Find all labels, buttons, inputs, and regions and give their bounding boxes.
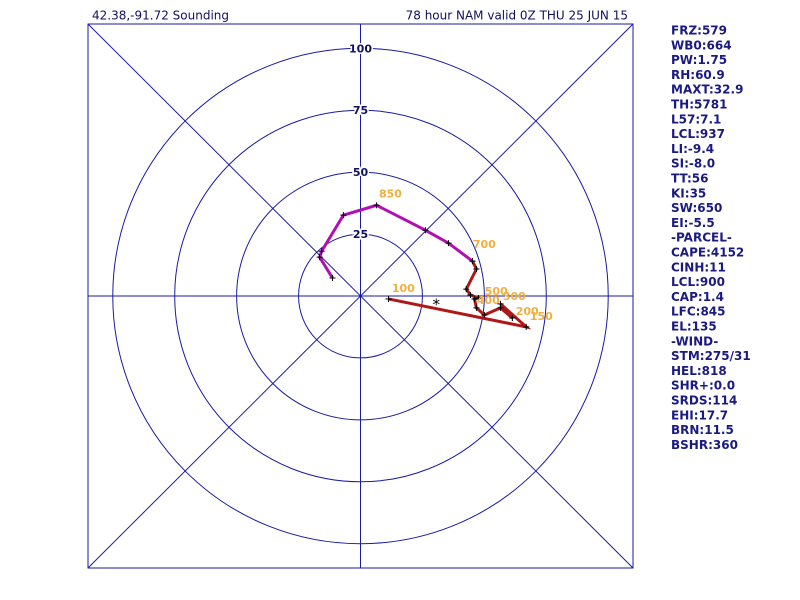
parameter-text: SW:650 — [671, 201, 722, 215]
ring-label: 100 — [349, 42, 372, 55]
diagonal-line — [87, 23, 634, 569]
ring-label: 100 — [349, 42, 372, 55]
parameter-text: TH:5781 — [671, 98, 727, 112]
level-marker — [373, 202, 380, 209]
level-marker — [385, 295, 392, 302]
level-marker — [473, 266, 480, 273]
pressure-label: 850 — [379, 187, 402, 200]
parameter-text: LI:-9.4 — [671, 142, 714, 156]
parameter-text: HEL:818 — [671, 364, 727, 378]
level-marker — [481, 312, 488, 319]
hodograph-line — [317, 203, 474, 279]
parameter-text: EI:-5.5 — [671, 216, 715, 230]
level-marker — [329, 274, 336, 281]
parameter-text: -WIND- — [671, 334, 718, 348]
chart-title: 42.38,-91.72 Sounding — [92, 9, 229, 23]
parameter-text: SI:-8.0 — [671, 157, 715, 171]
level-marker — [463, 286, 470, 293]
pressure-label: 500 — [485, 285, 508, 298]
level-marker — [316, 254, 323, 261]
storm-motion-marker: * — [433, 295, 441, 313]
parameter-text: CAPE:4152 — [671, 246, 744, 260]
ring-label: 25 — [353, 228, 368, 241]
parameter-text: MAXT:32.9 — [671, 83, 743, 97]
parameter-text: -PARCEL- — [671, 231, 732, 245]
level-marker — [467, 292, 474, 299]
range-ring — [236, 171, 485, 421]
ring-label: 25 — [353, 228, 368, 241]
range-ring — [112, 47, 609, 545]
parameter-text: EHI:17.7 — [671, 408, 728, 422]
parameter-text: L57:7.1 — [671, 112, 721, 126]
parameter-text: LFC:845 — [671, 305, 726, 319]
parameter-text: WB0:664 — [671, 38, 732, 52]
chart-subtitle: 78 hour NAM valid 0Z THU 25 JUN 15 — [406, 9, 628, 23]
parameter-text: SHR+:0.0 — [671, 379, 735, 393]
level-marker — [473, 304, 480, 311]
pressure-label: 300 — [503, 290, 526, 303]
parameter-text: BSHR:360 — [671, 438, 738, 452]
ring-label: 50 — [353, 166, 369, 179]
level-marker — [318, 248, 325, 255]
range-ring — [174, 109, 547, 483]
pressure-label: 700 — [473, 238, 496, 251]
level-marker — [471, 295, 478, 302]
parameter-text: SRDS:114 — [671, 394, 737, 408]
ring-label: 75 — [353, 104, 368, 117]
level-marker — [422, 227, 429, 234]
ring-label: 50 — [353, 166, 369, 179]
pressure-label: 100 — [392, 282, 415, 295]
range-ring — [298, 233, 423, 359]
parameter-text: KI:35 — [671, 186, 706, 200]
level-marker — [340, 212, 347, 219]
level-marker — [445, 240, 452, 247]
level-marker — [475, 294, 482, 301]
ring-label: 75 — [353, 104, 368, 117]
pressure-label: 150 — [530, 310, 553, 323]
parameter-text: PW:1.75 — [671, 53, 727, 67]
level-marker — [509, 315, 516, 322]
parameter-text: CAP:1.4 — [671, 290, 724, 304]
pressure-label: 400 — [477, 294, 500, 307]
parameter-text: FRZ:579 — [671, 24, 727, 38]
pressure-label: 200 — [516, 305, 539, 318]
parameter-text: LCL:900 — [671, 275, 725, 289]
parameter-text: TT:56 — [671, 172, 709, 186]
parameter-text: STM:275/31 — [671, 349, 751, 363]
level-marker — [497, 300, 504, 307]
parameter-text: RH:60.9 — [671, 68, 725, 82]
parameter-text: BRN:11.5 — [671, 423, 734, 437]
level-marker — [469, 258, 476, 265]
parameter-text: LCL:937 — [671, 127, 725, 141]
level-marker — [523, 323, 530, 330]
parameter-text: CINH:11 — [671, 260, 726, 274]
parameter-text: EL:135 — [671, 320, 717, 334]
